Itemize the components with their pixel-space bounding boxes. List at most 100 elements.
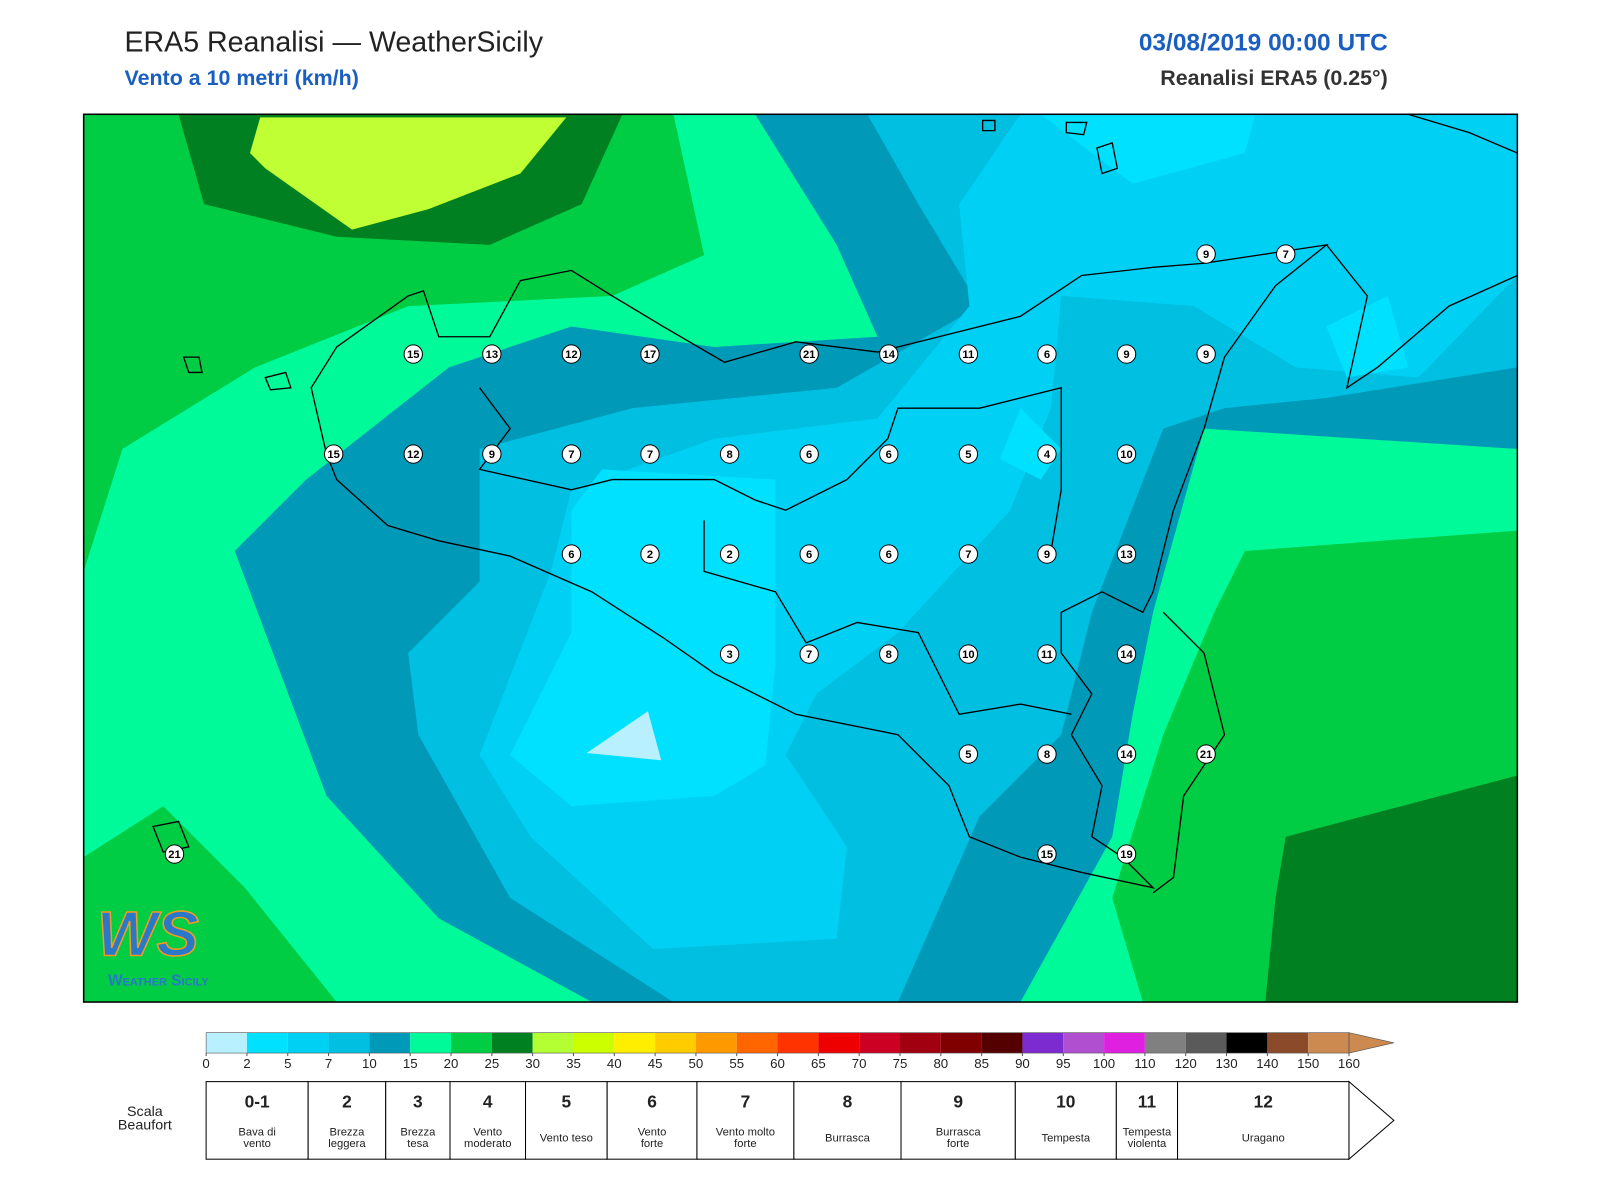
station-value: 9 <box>1044 549 1050 561</box>
station-value: 19 <box>1120 849 1132 861</box>
station-value: 14 <box>1120 649 1133 661</box>
colorbar-tick-label: 150 <box>1297 1056 1319 1071</box>
beaufort-box <box>696 1081 795 1160</box>
date: 03/08/2019 00:00 UTC <box>1139 29 1388 56</box>
station-marker <box>1116 344 1137 364</box>
station-marker <box>1037 844 1057 864</box>
colorbar-tick-label: 55 <box>729 1056 744 1071</box>
colorbar-box <box>328 1032 370 1054</box>
station-value: 3 <box>726 649 732 661</box>
beaufort-box <box>606 1081 698 1160</box>
beaufort-desc: Tempesta <box>1123 1127 1172 1139</box>
station-value: 15 <box>327 449 339 461</box>
beaufort-desc: violenta <box>1128 1138 1167 1150</box>
station-marker <box>719 444 740 464</box>
station-value: 17 <box>644 349 656 361</box>
colorbar-box <box>940 1032 982 1054</box>
colorbar-box <box>1144 1032 1186 1054</box>
stations: 9 7 15 13 12 17 21 14 11 6 9 9 15 12 9 7 7 8 6 6 5 4 10 6 2 2 6 6 7 9… <box>164 244 1296 864</box>
station-marker <box>1037 344 1057 364</box>
station-value: 7 <box>965 549 971 561</box>
beaufort-force: 11 <box>1138 1092 1157 1112</box>
beaufort-box <box>525 1081 608 1160</box>
station-marker <box>1196 244 1216 264</box>
colorbar-box <box>859 1032 900 1054</box>
beaufort-desc: Vento <box>638 1127 667 1139</box>
beaufort-box <box>385 1081 451 1160</box>
beaufort-desc: moderato <box>464 1138 511 1150</box>
colorbar-tick-label: 140 <box>1256 1056 1278 1071</box>
colorbar-tick-label: 80 <box>933 1056 948 1071</box>
station-value: 11 <box>1041 649 1053 661</box>
beaufort-force: 4 <box>483 1092 493 1112</box>
station-value: 15 <box>1041 849 1053 861</box>
colorbar-tick-label: 100 <box>1093 1056 1115 1071</box>
beaufort-desc: leggera <box>328 1138 366 1150</box>
station-value: 5 <box>965 749 971 761</box>
station-marker <box>1037 644 1057 664</box>
colorbar-box <box>614 1032 656 1054</box>
colorbar-box <box>246 1032 288 1054</box>
colorbar-box <box>573 1032 615 1054</box>
colorbar-tick-label: 160 <box>1338 1056 1360 1071</box>
beaufort-arrow <box>1348 1080 1395 1161</box>
colorbar-box <box>777 1032 819 1054</box>
station-value: 21 <box>803 349 815 361</box>
station-value: 6 <box>1044 349 1050 361</box>
beaufort-desc: Brezza <box>329 1127 365 1139</box>
beaufort-desc: forte <box>641 1138 663 1150</box>
station-value: 9 <box>1203 349 1209 361</box>
station-value: 6 <box>806 449 812 461</box>
colorbar: 0 2 5 7 10 15 20 25 30 35 40 45 50 55 60 65 70 75 80 85 90 95… <box>202 1032 1394 1071</box>
beaufort-desc: forte <box>947 1138 969 1150</box>
station-marker <box>879 544 899 564</box>
station-marker <box>1037 744 1057 764</box>
logo-mark: WS <box>97 899 199 969</box>
station-marker <box>799 544 819 564</box>
station-marker <box>1116 544 1137 564</box>
beaufort-desc: vento <box>243 1138 270 1150</box>
colorbar-tick-label: 70 <box>852 1056 867 1071</box>
colorbar-box <box>287 1032 329 1054</box>
beaufort-force: 6 <box>647 1092 657 1112</box>
beaufort-desc: Vento molto <box>716 1127 775 1139</box>
colorbar-tick-label: 35 <box>566 1056 581 1071</box>
colorbar-box <box>491 1032 533 1054</box>
station-marker <box>482 344 502 364</box>
colorbar-box <box>1185 1032 1227 1054</box>
station-marker <box>879 444 899 464</box>
colorbar-box <box>818 1032 860 1054</box>
station-marker <box>799 444 819 464</box>
colorbar-tick-label: 20 <box>444 1056 459 1071</box>
colorbar-box <box>736 1032 778 1054</box>
colorbar-box <box>369 1032 411 1054</box>
colorbar-tick-label: 75 <box>893 1056 908 1071</box>
beaufort-box <box>900 1081 1016 1160</box>
colorbar-tick-label: 7 <box>325 1056 332 1071</box>
station-marker <box>1116 444 1137 464</box>
station-value: 7 <box>568 449 574 461</box>
station-value: 9 <box>1203 249 1209 261</box>
beaufort-desc: Tempesta <box>1041 1133 1090 1145</box>
colorbar-box <box>451 1032 492 1054</box>
logo-name: Weather Sicily <box>108 973 209 990</box>
colorbar-tick-label: 110 <box>1134 1056 1155 1071</box>
station-value: 4 <box>1044 449 1051 461</box>
station-marker <box>1196 744 1216 764</box>
colorbar-box <box>900 1032 941 1054</box>
station-marker <box>561 544 582 564</box>
beaufort-desc: Burrasca <box>825 1133 871 1145</box>
station-marker <box>640 344 660 364</box>
station-marker <box>1196 344 1216 364</box>
coastline <box>152 114 1518 894</box>
colorbar-tick-label: 45 <box>648 1056 663 1071</box>
station-value: 7 <box>1283 249 1289 261</box>
colorbar-box <box>1267 1032 1309 1054</box>
beaufort-desc: forte <box>734 1138 756 1150</box>
station-value: 21 <box>1200 749 1212 761</box>
station-value: 15 <box>407 349 419 361</box>
colorbar-tick-label: 30 <box>525 1056 540 1071</box>
station-value: 6 <box>886 449 892 461</box>
